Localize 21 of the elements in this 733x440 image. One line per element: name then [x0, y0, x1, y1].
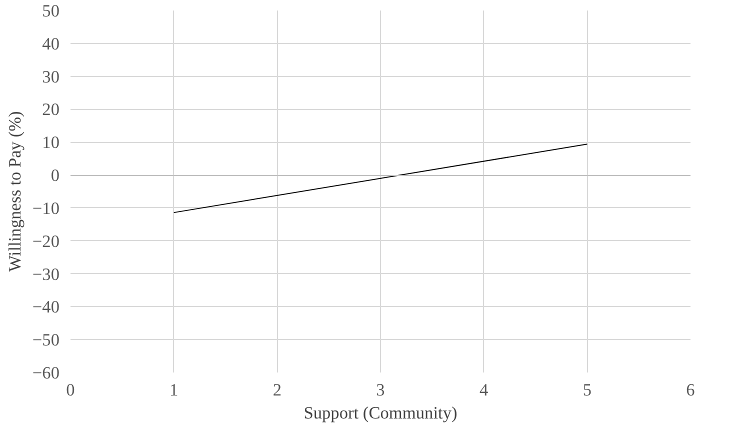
y-tick-label: 0: [50, 166, 60, 186]
x-tick-label: 0: [66, 380, 75, 400]
y-tick-label: 10: [42, 133, 60, 152]
x-tick-label: 2: [272, 380, 282, 400]
x-tick-label: 5: [582, 380, 592, 400]
x-axis-title: Support (Community): [304, 404, 458, 422]
y-tick-label: 40: [42, 34, 60, 54]
x-tick-label: 4: [480, 380, 488, 400]
y-tick-label: −40: [32, 298, 60, 317]
x-tick-label: 3: [376, 380, 385, 400]
y-tick-label: 30: [42, 67, 60, 86]
y-tick-label: −10: [32, 198, 60, 218]
y-tick-label: 20: [42, 100, 60, 120]
y-tick-label: 50: [42, 2, 60, 20]
x-tick-label: 6: [686, 380, 696, 400]
y-axis-title: Willingness to Pay (%): [5, 111, 24, 272]
y-tick-label: −20: [32, 232, 60, 251]
y-tick-label: −50: [32, 330, 60, 350]
x-tick-label: 1: [170, 380, 178, 400]
y-tick-label: −30: [32, 264, 60, 284]
y-tick-label: −60: [32, 364, 60, 382]
